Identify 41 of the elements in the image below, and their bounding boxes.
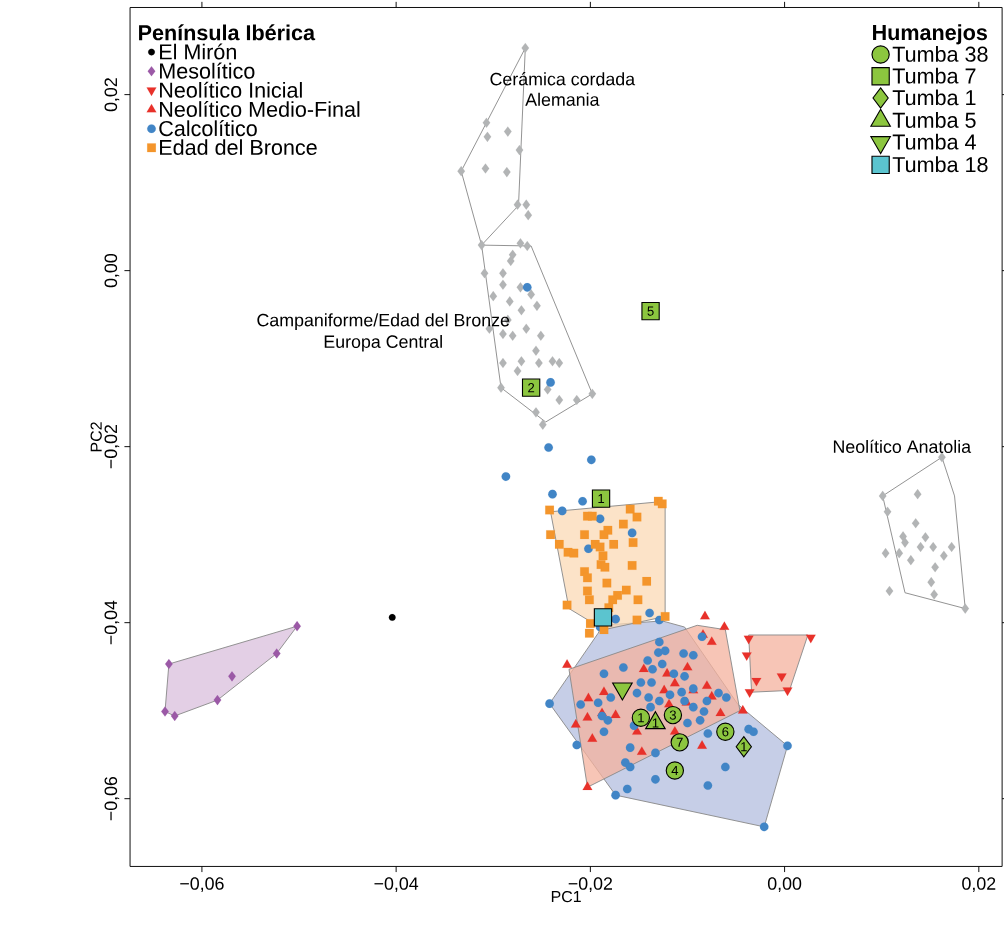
- legend-title: Península Ibérica: [139, 24, 316, 41]
- x-tick-label: −0,02: [568, 877, 613, 892]
- annotation: Neolítico Anatolia: [833, 439, 972, 453]
- y-axis-title: PC2: [90, 422, 102, 452]
- annotation: 3: [669, 710, 676, 720]
- legend-label: Edad del Bronce: [160, 139, 317, 155]
- legend-label: Tumba 4: [892, 133, 976, 150]
- annotation: Europa Central: [324, 334, 442, 352]
- legend-label: Tumba 38: [892, 45, 988, 62]
- legend-label: Neolítico Inicial: [160, 81, 302, 98]
- legend-label: Calcolítico: [159, 119, 257, 136]
- annotation: 2: [528, 382, 535, 393]
- annotation: Campaniforme/Edad del Bronze: [257, 313, 510, 330]
- annotation: Alemania: [525, 92, 600, 106]
- y-tick-label: 0,02: [104, 78, 120, 112]
- legend-label: Mesolítico: [160, 62, 255, 79]
- y-tick-label: −0,06: [104, 776, 120, 821]
- annotation: Cerámica cordada: [490, 71, 636, 86]
- y-tick-label: −0,04: [104, 600, 120, 645]
- annotation: 1: [652, 718, 659, 728]
- x-tick-label: −0,04: [374, 877, 419, 892]
- legend-label: El Mirón: [160, 43, 236, 60]
- legend-label: Tumba 5: [892, 111, 976, 128]
- annotation: 7: [676, 737, 683, 747]
- annotation: 1: [741, 742, 747, 752]
- x-tick-label: 0,02: [962, 877, 996, 892]
- legend-label: Tumba 7: [892, 67, 976, 84]
- legend-label: Neolítico Medio-Final: [160, 100, 360, 117]
- x-axis-title: PC1: [551, 890, 581, 903]
- x-tick-label: −0,06: [180, 877, 224, 892]
- annotation: 5: [647, 306, 654, 316]
- y-tick-label: 0,00: [104, 253, 120, 288]
- annotation: 4: [671, 765, 679, 775]
- legend-label: Tumba 1: [892, 89, 976, 106]
- annotation: Humanejos: [873, 24, 987, 45]
- y-tick-label: −0,02: [104, 424, 120, 469]
- annotation: 1: [598, 493, 605, 503]
- annotation: 6: [722, 726, 729, 737]
- legend-label: Tumba 18: [892, 156, 988, 173]
- annotation: 1: [638, 713, 644, 723]
- x-tick-label: 0,00: [767, 877, 802, 892]
